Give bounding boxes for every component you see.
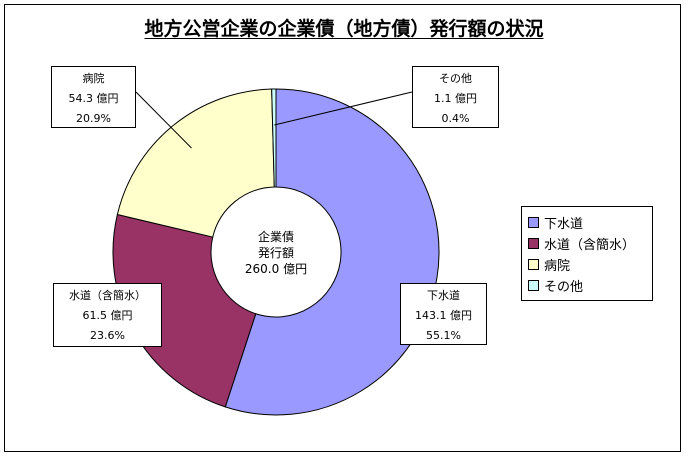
chart-title: 地方公営企業の企業債（地方債）発行額の状況 [144,18,544,40]
callout-water: 水道（含簡水） 61.5 億円 23.6% [53,283,162,347]
legend-item-hospital: 病院 [528,254,652,275]
callout-sewer: 下水道 143.1 億円 55.1% [400,283,487,345]
legend-label-hospital: 病院 [544,259,571,274]
callout-water-name: 水道（含簡水） [69,289,146,302]
leader-line-hospital [135,91,192,149]
center-label: 企業債 発行額 260.0 億円 [226,229,326,277]
callout-other-value: 1.1 億円 [434,92,477,105]
legend-swatch-water [528,238,539,249]
callout-hospital-value: 54.3 億円 [68,92,119,105]
legend-item-water: 水道（含簡水） [528,233,652,254]
center-label-line-1: 企業債 [257,230,294,244]
callout-hospital: 病院 54.3 億円 20.9% [51,66,136,128]
slice-water [112,213,257,408]
slice-sewer [224,88,440,416]
slice-other [271,88,277,188]
legend-item-other: その他 [528,275,652,296]
legend-swatch-sewer [528,217,539,228]
callout-sewer-name: 下水道 [427,289,460,302]
center-label-line-2: 発行額 [257,246,294,260]
callout-sewer-percent: 55.1% [426,329,461,342]
center-label-line-3: 260.0 億円 [244,262,308,276]
callout-other: その他 1.1 億円 0.4% [412,66,499,128]
legend-item-sewer: 下水道 [528,212,652,233]
legend-label-other: その他 [544,280,584,295]
callout-sewer-value: 143.1 億円 [415,309,472,322]
legend: 下水道 水道（含簡水） 病院 その他 [521,206,653,301]
callout-other-name: その他 [439,72,472,85]
legend-swatch-other [528,280,539,291]
leader-line-other [274,91,413,126]
callout-other-percent: 0.4% [441,112,470,125]
slice-hospital [116,88,275,238]
legend-label-water: 水道（含簡水） [544,238,636,253]
legend-label-sewer: 下水道 [544,217,584,232]
callout-hospital-name: 病院 [82,72,105,85]
callout-water-percent: 23.6% [90,329,125,342]
callout-hospital-percent: 20.9% [76,112,111,125]
legend-swatch-hospital [528,259,539,270]
callout-water-value: 61.5 億円 [82,309,133,322]
